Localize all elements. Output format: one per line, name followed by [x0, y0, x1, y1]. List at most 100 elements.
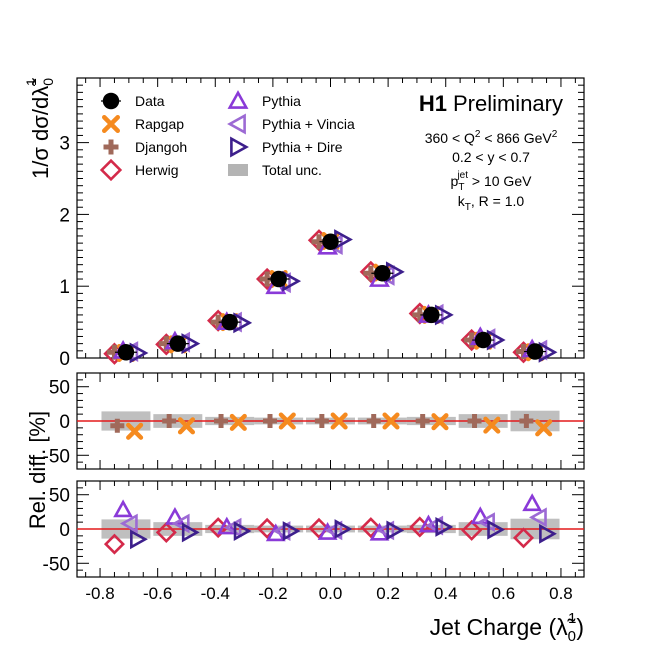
- main-y-axis-label-sup: 1: [23, 78, 39, 86]
- legend-herwig-marker: [99, 158, 123, 182]
- djangoh-ratio-marker: [467, 414, 482, 428]
- y-tick-label: 50: [49, 378, 70, 399]
- legend-total-unc-swatch: [228, 164, 248, 176]
- data-main-marker: [322, 233, 339, 250]
- x-axis-label-sub: 0: [568, 628, 576, 645]
- pythia-dire-ratio-marker: [181, 522, 200, 543]
- legend-pythia-label: Pythia: [262, 93, 301, 109]
- cut-q2-a: 360 < Q: [425, 130, 475, 146]
- y-tick-label: 1: [59, 277, 70, 298]
- pythia-vincia-ratio-marker: [171, 513, 190, 534]
- djangoh-ratio-marker: [366, 414, 381, 428]
- cut-kt-b: , R = 1.0: [471, 193, 525, 209]
- rapgap-ratio-marker: [278, 412, 296, 430]
- pythia-vincia-ratio-marker: [425, 515, 444, 536]
- herwig-ratio-marker: [308, 517, 330, 539]
- djangoh-ratio-marker: [214, 414, 229, 428]
- x-tick-label: 0.4: [434, 584, 458, 603]
- cut-kt-sub: T: [465, 202, 471, 213]
- y-tick-label: 0: [59, 412, 70, 433]
- rapgap-ratio-marker: [330, 412, 348, 430]
- pythia-ratio-marker: [113, 499, 134, 518]
- pythia-vincia-ratio-marker: [272, 521, 291, 541]
- cut-kt: kT, R = 1.0: [458, 193, 525, 213]
- legend-djangoh-marker: [103, 139, 119, 155]
- legend-total-unc-label: Total unc.: [262, 162, 322, 178]
- pythia-vincia-ratio-marker: [528, 507, 547, 528]
- data-main-marker: [423, 306, 440, 324]
- data-main-marker: [526, 343, 544, 360]
- main-y-axis-label-sub: 0: [40, 78, 56, 86]
- ratio-y-axis-label: Rel. diff. [%]: [25, 411, 50, 529]
- pythia-dire-ratio-marker: [539, 523, 557, 544]
- x-tick-label: 0.8: [549, 584, 573, 603]
- pythia-dire-ratio-marker: [334, 519, 353, 539]
- cut-q2-sup2: 2: [552, 129, 558, 140]
- data-main-marker: [169, 335, 187, 352]
- legend-rapgap-marker: [102, 115, 120, 133]
- rapgap-ratio-marker: [126, 422, 144, 440]
- herwig-ratio-marker: [155, 521, 177, 543]
- pythia-dire-ratio-marker: [233, 521, 252, 541]
- legend-data-label: Data: [135, 93, 165, 109]
- y-tick-label: -50: [43, 554, 70, 575]
- x-axis-label-sup: 1: [568, 610, 576, 627]
- cut-pt: pTjet > 10 GeV: [451, 170, 533, 193]
- legend-pythia-dire-marker: [230, 136, 249, 158]
- x-tick-label: -0.4: [201, 584, 230, 603]
- herwig-ratio-marker: [256, 517, 278, 539]
- brand-preliminary: Preliminary: [453, 91, 563, 116]
- pythia-dire-ratio-marker: [282, 521, 301, 541]
- djangoh-ratio-marker: [263, 414, 278, 428]
- pythia-vincia-ratio-marker: [376, 520, 395, 541]
- legend: Data Rapgap Djangoh Herwig Pythia Pythia + Vi…: [99, 90, 355, 182]
- rapgap-ratio-marker: [177, 417, 196, 435]
- legend-djangoh-label: Djangoh: [135, 139, 187, 155]
- rapgap-ratio-marker: [431, 413, 449, 431]
- pythia-vincia-ratio-marker: [119, 513, 138, 534]
- tick-labels: -0.8 -0.6 -0.4 -0.2 0.0 0.2 0.4 0.6 0.8 0 1 2 3 -50 0 5…: [43, 134, 573, 603]
- djangoh-ratio-marker: [519, 414, 534, 428]
- y-tick-label: 0: [59, 349, 70, 370]
- cut-pt-sup: jet: [456, 170, 468, 181]
- x-tick-label: 0.0: [319, 584, 343, 603]
- data-main-marker: [221, 313, 238, 331]
- djangoh-ratio-marker: [314, 414, 329, 428]
- legend-pythia-vincia-marker: [227, 113, 246, 135]
- herwig-ratio-marker: [103, 533, 125, 555]
- pythia-ratio-marker: [522, 493, 543, 512]
- legend-pythia-dire-label: Pythia + Dire: [262, 139, 343, 155]
- cut-pt-sub: T: [458, 182, 464, 193]
- brand-label: H1 Preliminary: [419, 91, 563, 116]
- pythia-vincia-ratio-marker: [477, 512, 495, 533]
- y-tick-label: 2: [59, 205, 70, 226]
- reference-lines: [77, 420, 584, 530]
- brand-h1: H1: [419, 91, 447, 116]
- djangoh-ratio-marker: [110, 418, 125, 433]
- data-main-marker: [270, 270, 287, 288]
- djangoh-ratio-marker: [162, 414, 177, 428]
- pythia-vincia-ratio-marker: [324, 520, 343, 541]
- y-tick-label: -50: [43, 446, 70, 467]
- legend-herwig-label: Herwig: [135, 162, 179, 178]
- rapgap-ratio-marker: [483, 416, 501, 434]
- cut-q2-sup: 2: [475, 129, 481, 140]
- main-y-axis-label: 1/σ dσ/dλ̃01: [23, 78, 56, 179]
- x-tick-label: 0.2: [376, 584, 400, 603]
- rapgap-ratio-marker: [535, 419, 553, 437]
- x-tick-label: -0.2: [258, 584, 287, 603]
- x-tick-label: -0.6: [143, 584, 172, 603]
- herwig-ratio-marker: [461, 519, 483, 541]
- herwig-ratio-marker: [512, 527, 535, 549]
- x-tick-label: -0.8: [85, 584, 114, 603]
- cut-pt-b: > 10 GeV: [468, 173, 532, 189]
- rapgap-ratio-marker: [382, 412, 400, 430]
- data-main-marker: [474, 331, 492, 349]
- data-main-marker: [117, 344, 135, 361]
- x-axis-label: Jet Charge (λ̃01): [430, 610, 584, 645]
- data-markers: [103, 229, 558, 555]
- cut-q2: 360 < Q2 < 866 GeV2: [425, 129, 558, 146]
- legend-rapgap-label: Rapgap: [135, 116, 184, 132]
- legend-data-marker: [102, 92, 120, 110]
- rapgap-ratio-marker: [229, 413, 247, 431]
